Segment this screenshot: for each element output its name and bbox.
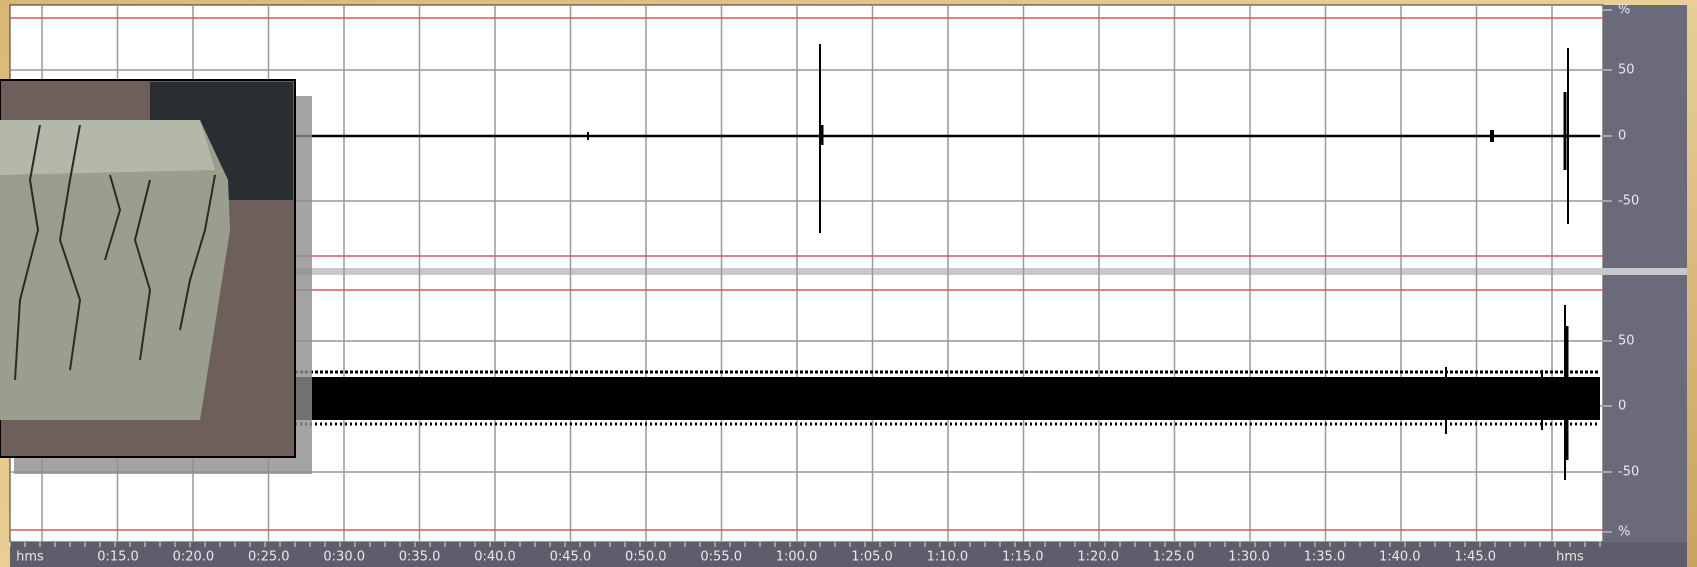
amplitude-label: % [1618,525,1630,540]
time-label: 0:25.0 [248,550,290,565]
time-label: 1:05.0 [851,550,893,565]
time-label: 1:10.0 [927,550,969,565]
amplitude-label: % [1618,3,1630,18]
time-label: 0:55.0 [700,550,742,565]
time-label: 0:50.0 [625,550,667,565]
time-label: 1:20.0 [1077,550,1119,565]
amplitude-label: -50 [1618,194,1639,209]
time-label: 1:00.0 [776,550,818,565]
time-label: 1:15.0 [1002,550,1044,565]
amplitude-label: 50 [1618,63,1635,78]
photo-inset [0,79,312,474]
time-label: 1:40.0 [1379,550,1421,565]
time-label: 1:45.0 [1454,550,1496,565]
time-label: hms [16,550,44,565]
time-label: 1:25.0 [1153,550,1195,565]
time-ruler [10,542,1687,567]
time-label: 1:35.0 [1304,550,1346,565]
time-label: 0:20.0 [173,550,215,565]
time-label: 0:30.0 [323,550,365,565]
amplitude-label: 0 [1618,399,1626,414]
amplitude-label: 50 [1618,334,1635,349]
amplitude-label: -50 [1618,465,1639,480]
time-label: 0:40.0 [474,550,516,565]
time-label: 1:30.0 [1228,550,1270,565]
waveform-top [295,44,1600,233]
time-label: 0:15.0 [97,550,139,565]
waveform-bottom [295,305,1600,480]
amplitude-label: 0 [1618,129,1626,144]
time-label: 0:45.0 [550,550,592,565]
channel-separator [10,268,1687,275]
time-label: 0:35.0 [399,550,441,565]
time-label: hms [1556,550,1584,565]
